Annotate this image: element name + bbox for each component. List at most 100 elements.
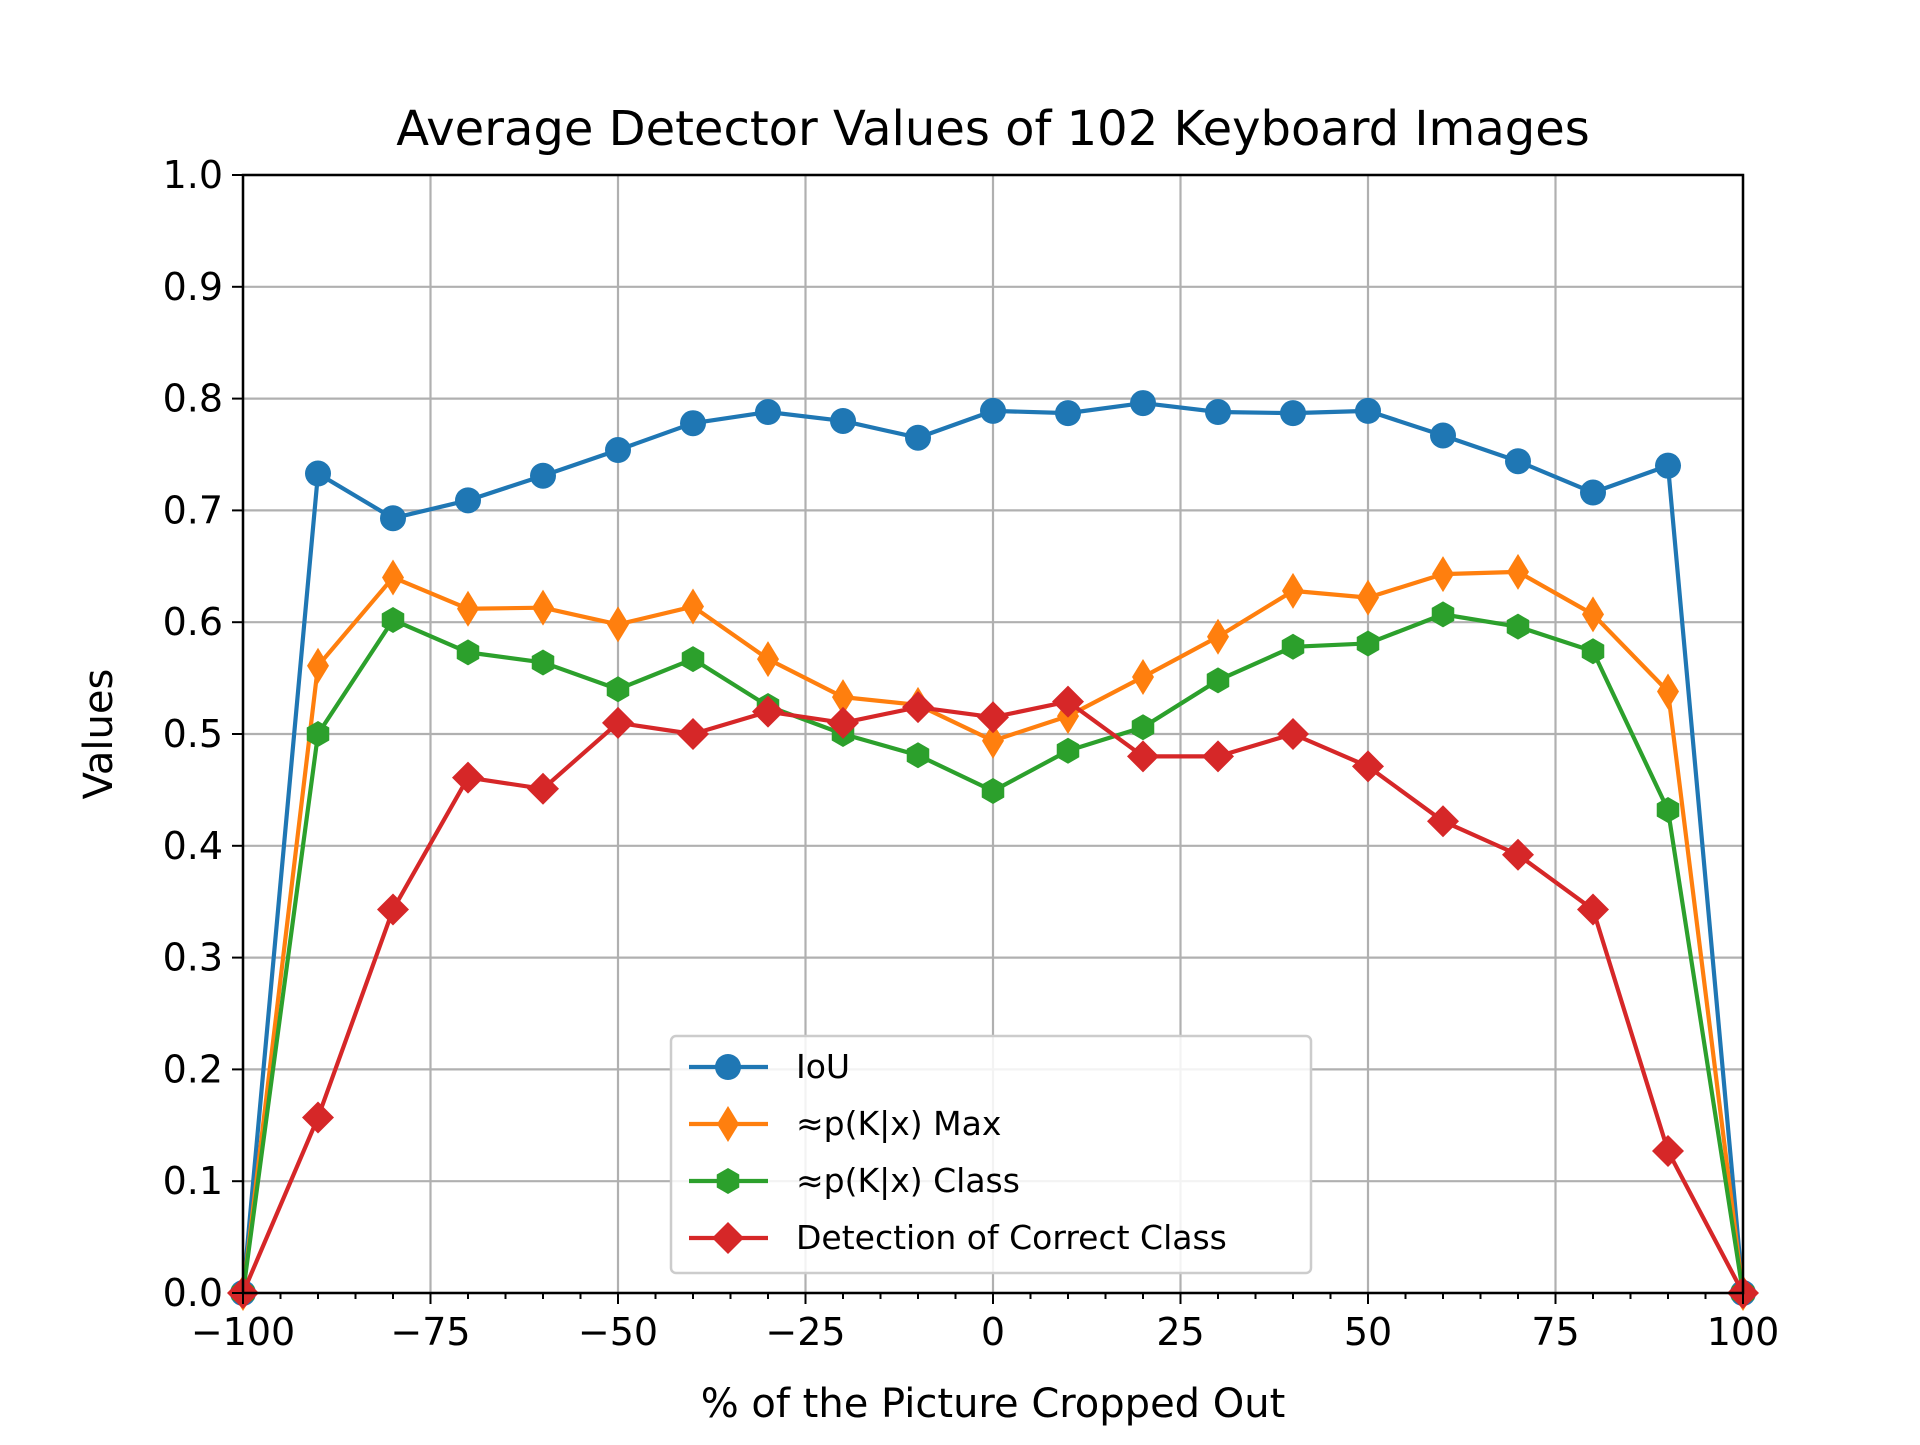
data-point	[981, 778, 1005, 805]
legend: IoU ≈p(K|x) Max ≈p(K|x) Class Detection of …	[669, 1034, 1313, 1275]
y-tick-label: 0.6	[163, 600, 223, 644]
data-point	[1655, 452, 1681, 479]
data-point	[1352, 750, 1384, 783]
x-tick-label: −75	[390, 1310, 470, 1354]
x-tick-label: 50	[1344, 1310, 1392, 1354]
data-point	[1582, 596, 1604, 633]
data-point	[752, 695, 784, 728]
data-point	[977, 701, 1009, 734]
data-point	[1056, 737, 1080, 764]
data-point	[452, 761, 484, 794]
data-point	[1356, 630, 1380, 657]
series-3	[227, 685, 1759, 1309]
data-point	[830, 407, 856, 434]
legend-marker	[712, 1222, 744, 1254]
y-tick-label: 0.8	[163, 377, 223, 421]
y-tick-label: 0.4	[163, 824, 223, 868]
y-tick-label: 0.2	[163, 1047, 223, 1091]
data-point	[906, 742, 930, 769]
series-layer	[227, 390, 1759, 1311]
series-2	[231, 601, 1755, 1306]
data-point	[377, 893, 409, 926]
data-point	[305, 460, 331, 487]
data-point	[1657, 673, 1679, 710]
data-point	[757, 641, 779, 678]
x-tick-label: −100	[191, 1310, 295, 1354]
data-point	[302, 1101, 334, 1134]
x-tick-label: 100	[1707, 1310, 1780, 1354]
data-point	[1656, 797, 1680, 824]
legend-entry: ≈p(K|x) Class	[689, 1161, 1020, 1200]
data-point	[1581, 638, 1605, 665]
axis-ticks: −100 −75 −50 −25 0 25 50 75 100 0.0 0.1 0.2 0.3 0.4 0.…	[163, 153, 1780, 1354]
y-tick-label: 0.5	[163, 712, 223, 756]
data-point	[307, 647, 329, 684]
series-0	[230, 390, 1756, 1306]
legend-marker	[716, 1168, 740, 1194]
x-tick-label: −25	[765, 1310, 845, 1354]
y-tick-label: 0.9	[163, 265, 223, 309]
legend-marker	[717, 1106, 739, 1142]
data-point	[457, 590, 479, 627]
data-point	[1132, 658, 1154, 695]
data-point	[606, 676, 630, 703]
data-point	[982, 722, 1004, 759]
data-point	[1431, 601, 1455, 628]
data-point	[1427, 805, 1459, 838]
data-point	[380, 505, 406, 532]
data-point	[1277, 718, 1309, 750]
data-point	[1355, 397, 1381, 424]
legend-label: IoU	[796, 1047, 850, 1086]
data-point	[532, 589, 554, 626]
data-point	[1052, 685, 1084, 718]
y-tick-label: 0.1	[163, 1159, 223, 1203]
data-point	[832, 679, 854, 716]
data-point	[902, 691, 934, 724]
y-tick-label: 0.7	[163, 488, 223, 532]
data-point	[527, 772, 559, 805]
y-tick-label: 1.0	[163, 153, 223, 197]
data-point	[1432, 556, 1454, 593]
chart-title: Average Detector Values of 102 Keyboard …	[396, 101, 1589, 157]
legend-entry: ≈p(K|x) Max	[689, 1104, 1001, 1143]
data-point	[1055, 400, 1081, 427]
data-point	[1131, 714, 1155, 741]
data-point	[531, 649, 555, 676]
data-point	[1505, 448, 1531, 475]
x-tick-label: 25	[1156, 1310, 1204, 1354]
data-point	[682, 588, 704, 625]
data-point	[306, 721, 330, 747]
legend-entry: IoU	[689, 1047, 850, 1086]
legend-label: Detection of Correct Class	[796, 1218, 1227, 1257]
data-point	[1205, 399, 1231, 426]
y-tick-label: 0.3	[163, 936, 223, 980]
data-point	[1652, 1135, 1684, 1168]
x-tick-label: 75	[1531, 1310, 1579, 1354]
data-point	[381, 606, 405, 633]
data-point	[681, 646, 705, 673]
data-point	[605, 437, 631, 464]
legend-entry: Detection of Correct Class	[689, 1218, 1227, 1257]
data-point	[1580, 479, 1606, 506]
data-point	[607, 606, 629, 643]
data-point	[456, 639, 480, 666]
data-point	[602, 706, 634, 739]
data-point	[1502, 838, 1534, 871]
data-point	[677, 718, 709, 750]
data-point	[530, 462, 556, 489]
data-point	[980, 397, 1006, 424]
data-point	[1127, 740, 1159, 773]
data-point	[1130, 390, 1156, 417]
data-point	[1202, 740, 1234, 773]
data-point	[455, 487, 481, 514]
data-point	[905, 424, 931, 451]
legend-label: ≈p(K|x) Max	[796, 1104, 1001, 1143]
data-point	[680, 410, 706, 437]
x-axis-label: % of the Picture Cropped Out	[701, 1381, 1286, 1427]
y-axis-label: Values	[76, 669, 122, 800]
data-point	[1357, 579, 1379, 616]
data-point	[1206, 667, 1230, 694]
x-tick-label: 0	[981, 1310, 1005, 1354]
